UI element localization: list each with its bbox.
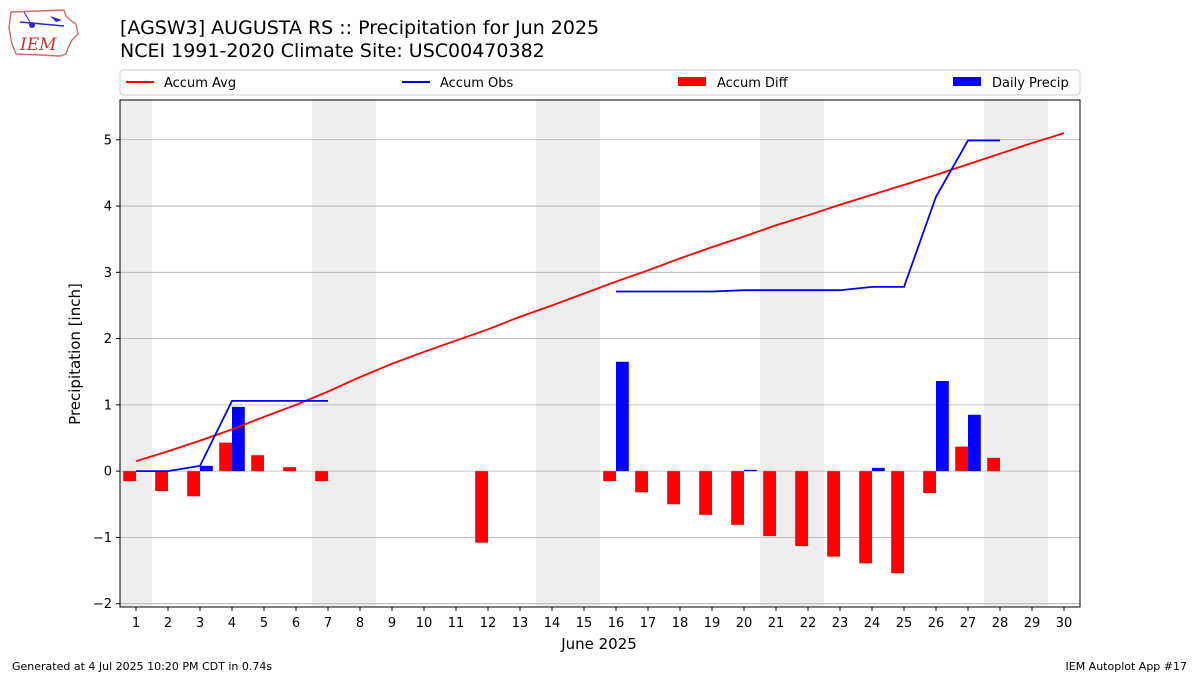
generated-note: Generated at 4 Jul 2025 10:20 PM CDT in …	[12, 660, 273, 673]
bar-accum-diff-day-18	[667, 471, 680, 505]
bar-accum-diff-day-24	[859, 471, 872, 564]
y-tick-label: 2	[104, 332, 112, 347]
x-tick-label: 4	[228, 616, 236, 631]
chart-subtitle: NCEI 1991-2020 Climate Site: USC00470382	[120, 40, 545, 62]
legend: Accum Avg Accum Obs Accum Diff Daily Pre…	[119, 69, 1081, 96]
bar-daily-precip-day-26	[936, 381, 949, 472]
bar-accum-diff-day-3	[187, 471, 200, 497]
x-tick-label: 2	[164, 616, 172, 631]
legend-swatch-daily-precip	[953, 77, 981, 86]
weekend-shade-day-8	[344, 100, 376, 607]
legend-label-accum-avg: Accum Avg	[164, 76, 236, 91]
y-tick-label: 0	[104, 465, 112, 480]
bar-daily-precip-day-16	[616, 361, 629, 472]
y-tick-label: −1	[93, 531, 112, 546]
weekend-shade-day-1	[120, 100, 152, 607]
legend-label-accum-obs: Accum Obs	[440, 76, 513, 91]
x-tick-label: 9	[388, 616, 396, 631]
x-tick-label: 29	[1024, 616, 1041, 631]
weekend-shade-day-29	[1016, 100, 1048, 607]
bar-accum-diff-day-26	[923, 471, 936, 494]
x-tick-label: 6	[292, 616, 300, 631]
y-tick-label: 3	[104, 266, 112, 281]
y-tick-label: 1	[104, 398, 112, 413]
x-tick-label: 17	[640, 616, 657, 631]
x-tick-label: 20	[736, 616, 753, 631]
weekend-shade-day-7	[312, 100, 344, 607]
x-tick-label: 15	[576, 616, 593, 631]
bar-daily-precip-day-4	[232, 406, 245, 472]
weekend-shade-day-28	[984, 100, 1016, 607]
legend-swatch-accum-diff	[678, 77, 706, 86]
x-tick-label: 12	[480, 616, 497, 631]
bar-daily-precip-day-3	[200, 465, 213, 472]
app-note: IEM Autoplot App #17	[1065, 660, 1188, 673]
x-tick-label: 3	[196, 616, 204, 631]
x-tick-label: 7	[324, 616, 332, 631]
bar-accum-diff-day-5	[251, 455, 264, 472]
bar-daily-precip-day-27	[968, 414, 981, 472]
y-axis-label: Precipitation [inch]	[66, 283, 84, 425]
y-tick-label: 4	[104, 200, 112, 215]
x-tick-label: 11	[448, 616, 465, 631]
x-tick-label: 1	[132, 616, 140, 631]
bar-accum-diff-day-7	[315, 471, 328, 482]
x-tick-label: 19	[704, 616, 721, 631]
bar-daily-precip-day-24	[872, 467, 885, 472]
weekend-shade-day-14	[536, 100, 568, 607]
logo-text: IEM	[19, 35, 57, 55]
x-tick-label: 23	[832, 616, 849, 631]
bar-accum-diff-day-28	[987, 457, 1000, 472]
x-tick-label: 5	[260, 616, 268, 631]
bar-accum-diff-day-23	[827, 471, 840, 557]
x-tick-label: 8	[356, 616, 364, 631]
x-tick-label: 27	[960, 616, 977, 631]
y-tick-label: 5	[104, 133, 112, 148]
bar-accum-diff-day-2	[155, 471, 168, 492]
bar-accum-diff-day-4	[219, 442, 232, 472]
legend-box	[119, 69, 1081, 96]
y-tick-label: −2	[93, 597, 112, 612]
legend-label-daily-precip: Daily Precip	[992, 76, 1069, 91]
line-accum-obs-segment-0	[136, 399, 328, 473]
bar-daily-precip-day-20	[744, 469, 757, 472]
line-accum-obs-segment-1	[616, 139, 1000, 293]
bar-accum-diff-day-27	[955, 446, 968, 472]
x-tick-label: 16	[608, 616, 625, 631]
bar-accum-diff-day-6	[283, 467, 296, 472]
bar-accum-diff-day-25	[891, 471, 904, 574]
weekend-shade-day-15	[568, 100, 600, 607]
x-tick-label: 26	[928, 616, 945, 631]
x-tick-label: 22	[800, 616, 817, 631]
line-accum-avg	[135, 132, 1065, 463]
legend-label-accum-diff: Accum Diff	[717, 76, 789, 91]
x-tick-label: 21	[768, 616, 785, 631]
bar-accum-diff-day-12	[475, 471, 488, 543]
x-tick-label: 24	[864, 616, 881, 631]
x-tick-label: 28	[992, 616, 1009, 631]
x-tick-label: 13	[512, 616, 529, 631]
plot-frame	[119, 99, 1081, 608]
bar-accum-diff-day-22	[795, 471, 808, 547]
bar-accum-diff-day-16	[603, 471, 616, 482]
x-tick-label: 30	[1056, 616, 1073, 631]
bar-accum-diff-day-17	[635, 471, 648, 493]
x-tick-label: 18	[672, 616, 689, 631]
iem-logo: IEM	[6, 4, 82, 60]
x-axis-label: June 2025	[560, 635, 637, 653]
chart-title: [AGSW3] AUGUSTA RS :: Precipitation for …	[120, 17, 600, 39]
x-tick-label: 14	[544, 616, 561, 631]
bar-accum-diff-day-19	[699, 471, 712, 515]
bar-accum-diff-day-1	[123, 471, 136, 482]
bar-accum-diff-day-20	[731, 471, 744, 525]
bar-accum-diff-day-21	[763, 471, 776, 537]
x-tick-label: 25	[896, 616, 913, 631]
x-tick-label: 10	[416, 616, 433, 631]
